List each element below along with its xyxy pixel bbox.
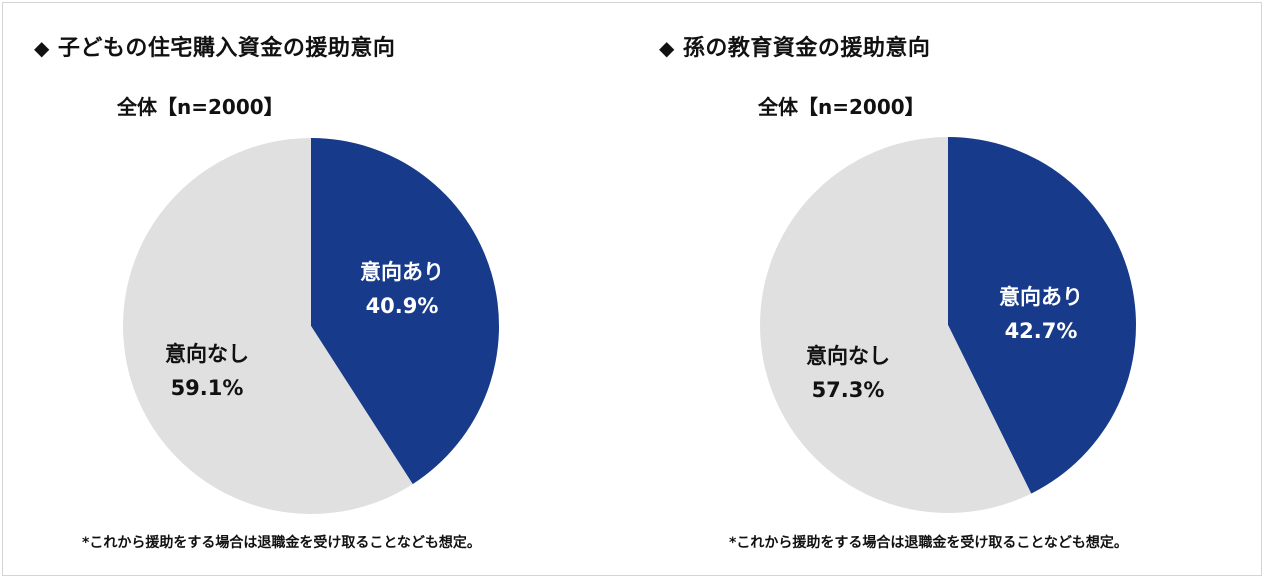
slice-value-without-intent: 57.3% — [812, 378, 885, 402]
pie-slice-with-intent — [311, 138, 500, 485]
pie-chart-education: 意向あり 42.7% 意向なし 57.3% — [759, 137, 1136, 514]
chart-panel-education: ◆ 孫の教育資金の援助意向 全体【n=2000】 意向あり 42.7% 意向なし 57.… — [633, 0, 1266, 580]
chart-title-text: 孫の教育資金の援助意向 — [682, 36, 931, 61]
pie-chart-housing: 意向あり 40.9% 意向なし 59.1% — [123, 138, 500, 514]
slice-value-with-intent: 42.7% — [1005, 319, 1078, 343]
slice-value-with-intent: 40.9% — [366, 294, 439, 318]
slice-label-with-intent: 意向あり — [999, 285, 1083, 309]
chart-subtitle: 全体【n=2000】 — [117, 95, 284, 119]
chart-subtitle: 全体【n=2000】 — [758, 95, 925, 119]
slice-label-with-intent: 意向あり — [360, 260, 444, 284]
pie-slice-without-intent — [123, 138, 413, 514]
diamond-bullet-icon: ◆ — [659, 36, 675, 60]
chart-title-text: 子どもの住宅購入資金の援助意向 — [57, 36, 396, 61]
slice-label-without-intent: 意向なし — [806, 344, 890, 368]
pie-slice-without-intent — [759, 137, 1032, 514]
slice-label-without-intent: 意向なし — [165, 342, 249, 366]
chart-panel-housing: ◆ 子どもの住宅購入資金の援助意向 全体【n=2000】 意向あり 40.9% 意向な… — [34, 30, 500, 551]
chart-title: ◆ 子どもの住宅購入資金の援助意向 — [34, 30, 395, 62]
slice-value-without-intent: 59.1% — [171, 376, 244, 400]
footnote: *これから援助をする場合は退職金を受け取ることなども想定。 — [82, 535, 481, 551]
pie-slice-with-intent — [948, 137, 1136, 494]
chart-title: ◆ 孫の教育資金の援助意向 — [659, 30, 930, 62]
diamond-bullet-icon: ◆ — [34, 36, 50, 60]
footnote: *これから援助をする場合は退職金を受け取ることなども想定。 — [729, 535, 1128, 551]
